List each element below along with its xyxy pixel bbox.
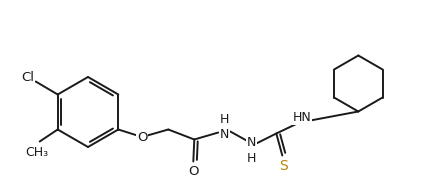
Text: N
H: N H xyxy=(247,137,256,164)
Text: O: O xyxy=(137,131,148,144)
Text: S: S xyxy=(279,159,288,172)
Text: HN: HN xyxy=(293,111,312,124)
Text: O: O xyxy=(188,165,199,178)
Text: H
N: H N xyxy=(220,112,229,141)
Text: Cl: Cl xyxy=(21,71,34,84)
Text: CH₃: CH₃ xyxy=(25,146,48,159)
